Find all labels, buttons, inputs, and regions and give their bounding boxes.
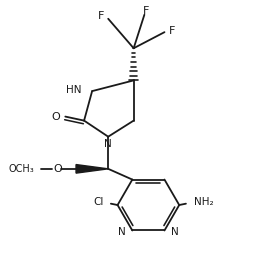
Text: NH₂: NH₂ [194,197,214,207]
Text: N: N [171,227,179,237]
Polygon shape [76,165,108,173]
Text: Cl: Cl [94,197,104,207]
Text: HN: HN [66,85,81,95]
Text: N: N [118,227,126,237]
Text: O: O [53,164,62,174]
Text: F: F [169,26,175,36]
Text: O: O [52,111,60,122]
Text: F: F [143,6,149,16]
Text: OCH₃: OCH₃ [9,164,35,174]
Text: F: F [98,11,105,21]
Text: N: N [104,139,112,149]
